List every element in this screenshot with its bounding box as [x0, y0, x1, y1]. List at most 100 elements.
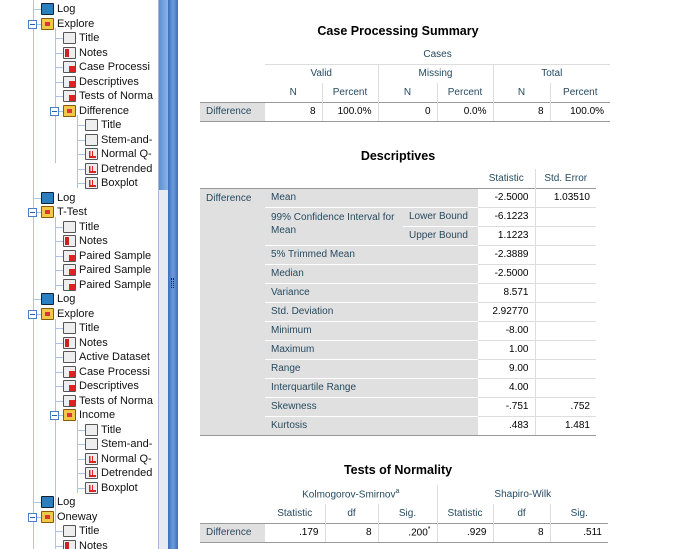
tree-item[interactable]: Income: [63, 408, 115, 422]
tree-item-label: Log: [57, 496, 76, 508]
tree-item-label: Detrended: [101, 162, 153, 175]
tree-item[interactable]: Active Dataset: [63, 350, 150, 364]
collapse-icon[interactable]: [28, 208, 37, 217]
tree-item[interactable]: Log: [41, 495, 75, 509]
title-icon: [63, 525, 76, 537]
text-icon: [85, 438, 98, 450]
tree-item[interactable]: Detrended: [85, 466, 152, 480]
statistic-cell: .483: [478, 416, 535, 436]
tree-item[interactable]: Title: [63, 220, 99, 234]
tree-item[interactable]: T-Test: [41, 205, 87, 219]
stat-label: 5% Trimmed Mean: [265, 244, 478, 264]
tree-guide-line: [55, 319, 56, 549]
title-icon: [85, 119, 98, 131]
tree-item[interactable]: Log: [41, 2, 75, 16]
tree-item[interactable]: Title: [85, 423, 121, 437]
tree-item[interactable]: Boxplot: [85, 176, 138, 190]
tree-item[interactable]: Stem-and-: [85, 133, 152, 147]
tree-item[interactable]: Title: [85, 118, 121, 132]
tree-item-label: Boxplot: [101, 481, 138, 494]
stat-label: Kurtosis: [265, 415, 478, 436]
descriptives-table: Statistic Std. Error Difference Mean -2.500…: [200, 169, 596, 436]
tree-guide-line: [55, 28, 56, 163]
tree-item-label: Notes: [79, 539, 108, 549]
tree-guide-line: [77, 115, 78, 188]
tree-item[interactable]: Paired Sample: [63, 278, 151, 292]
case-processing-title: Case Processing Summary: [317, 24, 479, 38]
collapse-icon[interactable]: [28, 309, 37, 319]
tree-item[interactable]: Notes: [63, 539, 108, 549]
outline-tree[interactable]: Log Explore Title Notes Case Processi Descrip…: [0, 0, 158, 549]
tree-guide-line: [77, 154, 85, 155]
tree-item[interactable]: Case Processi: [63, 60, 150, 74]
tree-item[interactable]: Boxplot: [85, 481, 138, 495]
tree-item[interactable]: Case Processi: [63, 365, 150, 379]
statistic-cell: 1.1223: [478, 226, 535, 246]
collapse-icon[interactable]: [28, 512, 37, 522]
collapse-icon[interactable]: [50, 106, 59, 116]
tree-item[interactable]: Difference: [63, 104, 129, 118]
case-processing-table: Cases Valid Missing Total N Percent N Percent…: [200, 45, 611, 122]
tree-item[interactable]: Notes: [63, 46, 108, 60]
collapse-icon[interactable]: [50, 411, 59, 420]
tree-item[interactable]: Tests of Norma: [63, 89, 153, 103]
tree-item[interactable]: Explore: [41, 17, 94, 31]
tree-guide-line: [77, 125, 85, 126]
tree-item[interactable]: Paired Sample: [63, 249, 151, 263]
tree-item[interactable]: Descriptives: [63, 75, 139, 89]
tree-item-label: Stem-and-: [101, 438, 153, 450]
n-header: N: [377, 83, 437, 102]
tree-item-label: Log: [57, 293, 76, 305]
upper-bound-label: Upper Bound: [403, 225, 478, 245]
tree-item-label: Tests of Norma: [79, 90, 153, 102]
tree-item-label: Explore: [57, 17, 95, 30]
tree-guide-line: [55, 226, 63, 228]
collapse-icon[interactable]: [28, 19, 37, 29]
tree-item[interactable]: Notes: [63, 234, 108, 248]
tree-guide-line: [77, 183, 85, 184]
tree-item[interactable]: Title: [63, 31, 99, 45]
total-header: Total: [492, 64, 611, 83]
tree-item[interactable]: Explore: [41, 307, 94, 321]
tree-item[interactable]: Log: [41, 292, 75, 306]
tree-item-label: Case Processi: [79, 61, 150, 73]
tree-guide-line: [55, 357, 63, 358]
tree-item-label: Title: [79, 525, 100, 537]
chart-icon: [85, 177, 98, 189]
tree-item[interactable]: Title: [63, 524, 99, 538]
tree-item[interactable]: Title: [63, 321, 99, 335]
tree-item[interactable]: Log: [41, 191, 75, 205]
table-row: Skewness -.751.752: [200, 396, 596, 417]
splitter-grip-icon[interactable]: [171, 278, 174, 288]
pane-splitter[interactable]: [168, 0, 178, 549]
tree-item[interactable]: Oneway: [41, 510, 97, 524]
tree-guide-line: [77, 487, 85, 489]
outline-scrollbar[interactable]: [158, 0, 168, 549]
row-label: Difference: [200, 522, 265, 543]
statistic-cell: -2.5000: [478, 264, 535, 284]
stat-label: Mean: [265, 187, 478, 207]
tree-guide-line: [55, 255, 63, 257]
cell: 8: [492, 522, 550, 543]
chart-icon: [85, 452, 98, 465]
tree-item[interactable]: Tests of Norma: [63, 394, 153, 408]
tree-item-label: Active Dataset: [79, 351, 150, 363]
tree-item[interactable]: Normal Q-: [85, 147, 152, 161]
sw-header: Shapiro-Wilk: [436, 485, 608, 504]
variable-label: Difference: [200, 187, 265, 436]
std-error-cell: [534, 321, 596, 341]
tree-item[interactable]: Notes: [63, 336, 108, 350]
tree-item-label: Difference: [79, 104, 129, 117]
scrollbar-thumb[interactable]: [159, 0, 168, 190]
valid-header: Valid: [310, 68, 333, 80]
tree-item[interactable]: Detrended: [85, 162, 152, 176]
std-error-cell: [534, 264, 596, 284]
stat-label: Range: [265, 358, 478, 378]
tree-item[interactable]: Paired Sample: [63, 263, 151, 277]
tree-item[interactable]: Stem-and-: [85, 437, 152, 451]
statistic-cell: 9.00: [478, 359, 535, 379]
tree-item[interactable]: Normal Q-: [85, 452, 152, 466]
tree-item-label: Title: [79, 32, 100, 44]
tree-item[interactable]: Descriptives: [63, 379, 139, 393]
tree-item-label: Boxplot: [101, 177, 138, 189]
